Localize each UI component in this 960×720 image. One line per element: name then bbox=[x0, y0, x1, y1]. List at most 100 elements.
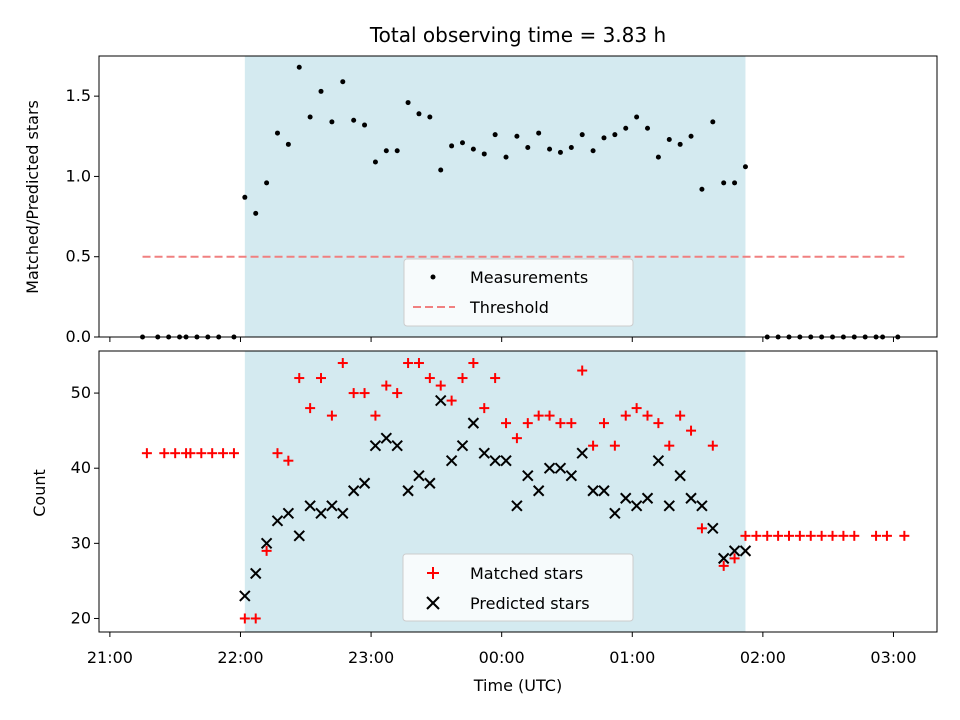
predicted-stars-point bbox=[707, 522, 719, 535]
y-tick-label: 50 bbox=[71, 383, 91, 402]
matched-stars-point bbox=[533, 410, 544, 421]
matched-stars-point bbox=[740, 530, 751, 541]
x-tick-label: 03:00 bbox=[870, 648, 916, 667]
predicted-stars-point bbox=[260, 537, 273, 550]
measurement-point bbox=[634, 114, 640, 120]
predicted-stars-point bbox=[696, 500, 708, 512]
measurement-point bbox=[405, 100, 411, 106]
matched-stars-point bbox=[729, 553, 740, 564]
matched-stars-point bbox=[337, 358, 348, 369]
measurement-point bbox=[677, 141, 683, 147]
legend-predicted-marker bbox=[426, 596, 440, 610]
matched-stars-point bbox=[696, 523, 707, 534]
predicted-stars-point bbox=[587, 485, 599, 497]
predicted-stars-point bbox=[663, 500, 675, 512]
predicted-stars-point bbox=[380, 432, 393, 444]
matched-stars-point bbox=[609, 440, 620, 451]
measurement-point bbox=[699, 186, 705, 192]
matched-stars-point bbox=[620, 410, 631, 421]
measurement-point bbox=[579, 132, 585, 138]
measurement-point bbox=[242, 194, 248, 200]
measurement-point bbox=[601, 135, 607, 141]
measurement-point bbox=[525, 145, 531, 151]
measurement-point bbox=[427, 114, 433, 120]
predicted-stars-point bbox=[511, 500, 523, 512]
counts-legend: Matched stars Predicted stars bbox=[402, 553, 634, 622]
predicted-stars-point bbox=[315, 507, 327, 519]
measurement-point bbox=[623, 125, 629, 131]
matched-stars-point bbox=[170, 448, 181, 459]
predicted-stars-point bbox=[347, 485, 360, 497]
counts-y-axis-label: Count bbox=[30, 469, 49, 517]
measurement-point bbox=[351, 117, 357, 123]
matched-stars-point bbox=[141, 448, 152, 459]
matched-stars-point bbox=[773, 530, 784, 541]
measurement-point bbox=[394, 148, 400, 154]
measurement-point bbox=[307, 114, 313, 120]
predicted-stars-point bbox=[326, 500, 338, 512]
measurement-point bbox=[449, 143, 455, 149]
matched-stars-point bbox=[218, 448, 229, 459]
matched-stars-point bbox=[642, 410, 653, 421]
predicted-stars-point bbox=[609, 507, 621, 519]
measurement-point bbox=[645, 125, 651, 131]
matched-stars-point bbox=[446, 395, 457, 406]
legend-measurements-marker bbox=[430, 274, 436, 280]
matched-stars-point bbox=[435, 380, 446, 391]
measurement-point bbox=[557, 149, 563, 155]
y-tick-label: 40 bbox=[71, 458, 91, 477]
measurement-point bbox=[264, 180, 270, 186]
predicted-stars-point bbox=[358, 477, 371, 489]
predicted-stars-point bbox=[337, 507, 349, 519]
predicted-stars-point bbox=[641, 492, 654, 504]
matched-stars-point bbox=[501, 418, 512, 429]
predicted-stars-point bbox=[424, 477, 436, 489]
predicted-stars-point bbox=[282, 507, 295, 519]
x-tick-label: 00:00 bbox=[479, 648, 525, 667]
matched-stars-point bbox=[577, 365, 588, 376]
matched-stars-point bbox=[511, 433, 522, 444]
predicted-stars-point bbox=[500, 454, 512, 467]
matched-stars-point bbox=[675, 410, 686, 421]
matched-stars-point bbox=[588, 440, 599, 451]
matched-stars-point bbox=[566, 418, 577, 429]
matched-stars-point bbox=[751, 530, 762, 541]
measurement-point bbox=[655, 154, 661, 160]
measurement-point bbox=[547, 146, 553, 152]
y-tick-label: 0.0 bbox=[66, 327, 91, 346]
ratio-plot-frame bbox=[98, 55, 938, 338]
measurement-point bbox=[274, 130, 280, 136]
measurement-point bbox=[329, 119, 335, 125]
matched-stars-point bbox=[805, 530, 816, 541]
predicted-stars-point bbox=[304, 500, 316, 512]
predicted-stars-point bbox=[630, 500, 643, 512]
matched-stars-point bbox=[261, 545, 272, 556]
measurement-point bbox=[612, 132, 618, 138]
matched-stars-point bbox=[816, 530, 827, 541]
matched-stars-point bbox=[305, 403, 316, 414]
predicted-stars-point bbox=[543, 462, 556, 474]
predicted-stars-point bbox=[620, 492, 632, 504]
predicted-stars-point bbox=[478, 447, 490, 459]
predicted-stars-point bbox=[445, 454, 458, 467]
matched-stars-point bbox=[413, 358, 424, 369]
chart-title: Total observing time = 3.83 h bbox=[369, 23, 666, 47]
matched-stars-point bbox=[424, 373, 435, 384]
predicted-stars-point bbox=[565, 470, 578, 482]
matched-stars-point bbox=[653, 418, 664, 429]
measurement-point bbox=[340, 79, 346, 85]
matched-stars-point bbox=[631, 403, 642, 414]
legend-matched-label: Matched stars bbox=[470, 564, 583, 583]
legend-matched-marker bbox=[427, 567, 439, 579]
matched-stars-point bbox=[159, 448, 170, 459]
predicted-stars-point bbox=[413, 470, 425, 482]
matched-stars-point bbox=[664, 440, 675, 451]
matched-stars-point bbox=[316, 373, 327, 384]
ratio-y-axis-label: Matched/Predicted stars bbox=[23, 100, 42, 294]
predicted-stars-point bbox=[271, 515, 284, 527]
matched-stars-point bbox=[479, 403, 490, 414]
matched-stars-point bbox=[326, 410, 337, 421]
matched-stars-point bbox=[544, 410, 555, 421]
predicted-stars-point bbox=[391, 439, 403, 452]
matched-stars-point bbox=[686, 425, 697, 436]
